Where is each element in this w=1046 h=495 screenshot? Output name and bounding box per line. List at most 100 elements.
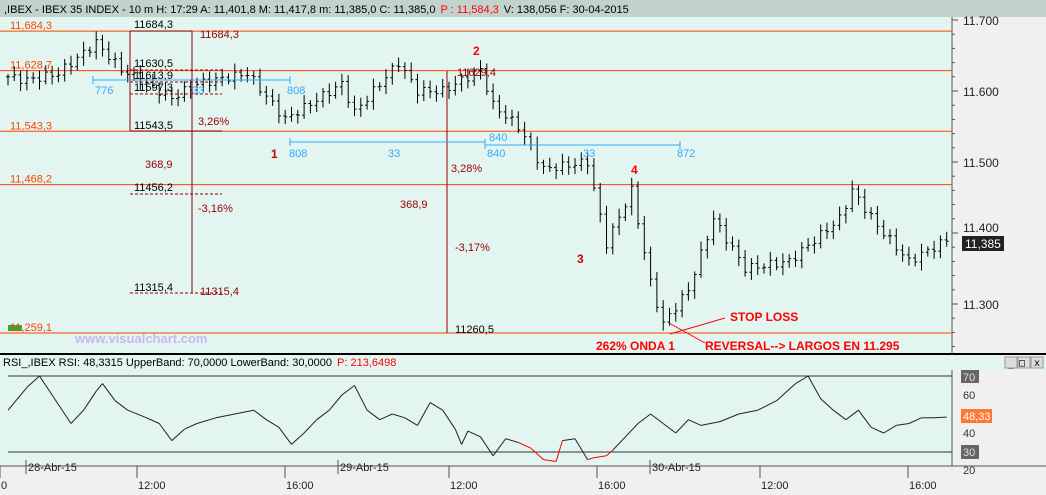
price-bar (894, 228, 899, 256)
price-header-bar (0, 0, 1046, 17)
rsi-segment (278, 427, 292, 445)
price-bar (825, 222, 829, 240)
rsi-segment (688, 419, 702, 426)
price-bar (371, 78, 376, 110)
last-price: 11,385 (965, 237, 1001, 251)
pct-label: -3,17% (455, 242, 490, 254)
onda-note: 262% ONDA 1 (596, 339, 675, 353)
price-bar (503, 105, 508, 124)
minimize-icon: _ (1008, 358, 1015, 369)
price-bar (402, 62, 407, 79)
price-bar (295, 109, 300, 124)
rsi-segment (530, 447, 544, 460)
measure-label: 840 (489, 132, 507, 144)
price-bar (226, 73, 231, 85)
measure-label: 808 (287, 85, 305, 97)
rsi-segment (114, 400, 129, 411)
rsi-segment (328, 394, 343, 411)
day-label: 29-Abr-15 (340, 462, 389, 474)
time-axis-label: 16:00 (598, 480, 626, 492)
price-bar (100, 34, 105, 57)
price-bar (888, 229, 892, 245)
price-bar (932, 240, 937, 259)
price-bar (774, 257, 779, 271)
close-button[interactable] (1030, 356, 1044, 369)
rsi-segment (461, 430, 469, 445)
fibonacci-drawing[interactable] (129, 30, 448, 333)
rsi-segment (593, 455, 607, 459)
rsi-segment (253, 409, 267, 421)
price-bar (169, 87, 174, 106)
price-bar (327, 83, 332, 104)
rsi-segment (820, 398, 834, 411)
measure-label: 33 (388, 148, 400, 160)
price-bar (843, 205, 848, 224)
rsi-segment (379, 413, 393, 421)
price-bar (913, 253, 918, 267)
price-bar (352, 95, 357, 117)
price-bar (251, 70, 256, 85)
price-bar (762, 263, 766, 274)
time-axis-label: 12:00 (138, 480, 166, 492)
price-bar (623, 203, 628, 222)
price-bar (768, 251, 773, 276)
reversal-note: REVERSAL--> LARGOS EN 11.295 (705, 339, 900, 353)
rsi-segment (505, 438, 519, 443)
minimize-button[interactable] (1004, 356, 1018, 369)
rsi-segment (776, 383, 796, 402)
time-measure-lines[interactable] (92, 76, 681, 149)
price-bar (321, 87, 325, 108)
rsi-segment (70, 409, 84, 424)
price-bar (925, 246, 930, 257)
price-bar (717, 213, 722, 233)
level-marker (8, 325, 22, 332)
rsi-segment (127, 409, 147, 419)
price-bar (692, 271, 697, 299)
price-bar (875, 205, 880, 235)
price-axis-label: 11.600 (963, 85, 999, 99)
price-bar (516, 111, 521, 134)
rsi-segment (675, 419, 689, 434)
rsi-segment (429, 402, 443, 411)
price-bar (377, 82, 382, 92)
price-bar (881, 219, 886, 240)
price-bar (812, 236, 817, 254)
price-bar (724, 217, 729, 251)
header-quote: ,IBEX - IBEX 35 INDEX - 10 m H: 17:29 A:… (4, 4, 435, 16)
measure-label: 33 (192, 85, 204, 97)
price-bar (617, 208, 622, 236)
rsi-segment (908, 417, 922, 424)
price-bar (938, 235, 943, 259)
fib-label: 11613,9 (134, 70, 173, 82)
maximize-button[interactable] (1017, 356, 1031, 369)
rsi-segment (934, 416, 947, 419)
rsi-segment (146, 417, 160, 424)
price-bar (302, 95, 307, 119)
rsi-segment (341, 385, 355, 396)
watermark: www.visualchart.com (74, 331, 207, 346)
time-axis-label: 12:00 (450, 480, 478, 492)
price-bar (314, 92, 319, 112)
level-label: 11,684,3 (10, 20, 52, 32)
price-header: ,IBEX - IBEX 35 INDEX - 10 m H: 17:29 A:… (4, 4, 629, 16)
fib-label: 11315,4 (134, 282, 173, 294)
rsi-segment (39, 375, 59, 405)
price-bar (522, 121, 527, 146)
price-bar (150, 74, 155, 89)
price-pane[interactable] (0, 17, 952, 354)
level-label: 11,259,1 (10, 322, 52, 334)
price-bar (428, 80, 433, 99)
price-bar (787, 254, 792, 268)
rsi-segment (832, 409, 847, 421)
price-bar (94, 31, 99, 60)
arrow-label: 11684,3 (200, 29, 239, 41)
note-pointer-lines (668, 317, 726, 344)
rsi-segment (57, 404, 72, 424)
price-bar (831, 220, 836, 240)
price-bar (793, 250, 798, 267)
maximize-icon: □ (1019, 358, 1025, 369)
rsi-segment (574, 438, 589, 460)
price-bar (132, 67, 136, 81)
rsi-segment (442, 409, 456, 430)
